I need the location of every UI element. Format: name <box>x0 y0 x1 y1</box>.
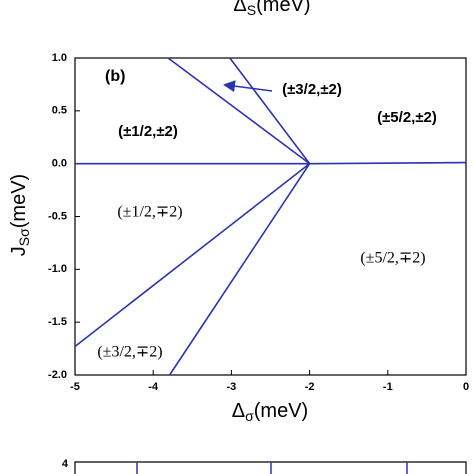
region-label: (±1/2,±2) <box>118 123 178 140</box>
unit: (meV) <box>254 400 308 422</box>
x-tick-label: -1 <box>383 381 393 393</box>
subscript: σ <box>245 408 254 424</box>
lower-y-tick-label: 4 <box>62 458 69 470</box>
x-axis-label: Δσ(meV) <box>232 400 308 423</box>
symbol: Δ <box>233 0 246 16</box>
y-tick-label: -1.5 <box>48 316 67 328</box>
x-tick-label: -5 <box>70 381 80 393</box>
symbol: Δ <box>232 400 245 422</box>
y-tick-label: 1.0 <box>52 52 67 64</box>
line <box>167 57 311 165</box>
symbol: J <box>8 246 30 256</box>
unit: (meV) <box>256 0 310 16</box>
unit: (meV) <box>8 174 30 228</box>
x-tick-label: -4 <box>148 381 159 393</box>
y-tick-label: -2.0 <box>48 369 67 381</box>
region-label: (±1/2,∓2) <box>117 204 182 221</box>
line <box>74 163 311 348</box>
x-tick-label: -2 <box>305 381 315 393</box>
region-label: (±3/2,∓2) <box>97 344 162 361</box>
region-label: (±5/2,±2) <box>377 109 437 126</box>
region-label: (±3/2,±2) <box>282 81 342 98</box>
arrow <box>223 80 273 93</box>
y-tick-label: 0.0 <box>52 158 67 170</box>
line <box>75 161 467 165</box>
y-tick-label: -0.5 <box>48 210 67 222</box>
x-tick-label: -3 <box>227 381 237 393</box>
panel-label: (b) <box>105 68 125 85</box>
upper-x-axis-label: ΔS(meV) <box>233 0 310 18</box>
subscript: Sσ <box>16 228 32 246</box>
y-axis-label: JSσ(meV) <box>8 174 31 256</box>
y-tick-label: 0.5 <box>52 105 67 117</box>
lower-panel: 4 <box>62 458 467 474</box>
line <box>229 57 311 165</box>
line <box>168 163 311 376</box>
x-tick-label: 0 <box>463 381 469 393</box>
region-label: (±5/2,∓2) <box>360 250 425 267</box>
y-tick-label: -1.0 <box>48 263 67 275</box>
subscript: S <box>247 2 256 18</box>
